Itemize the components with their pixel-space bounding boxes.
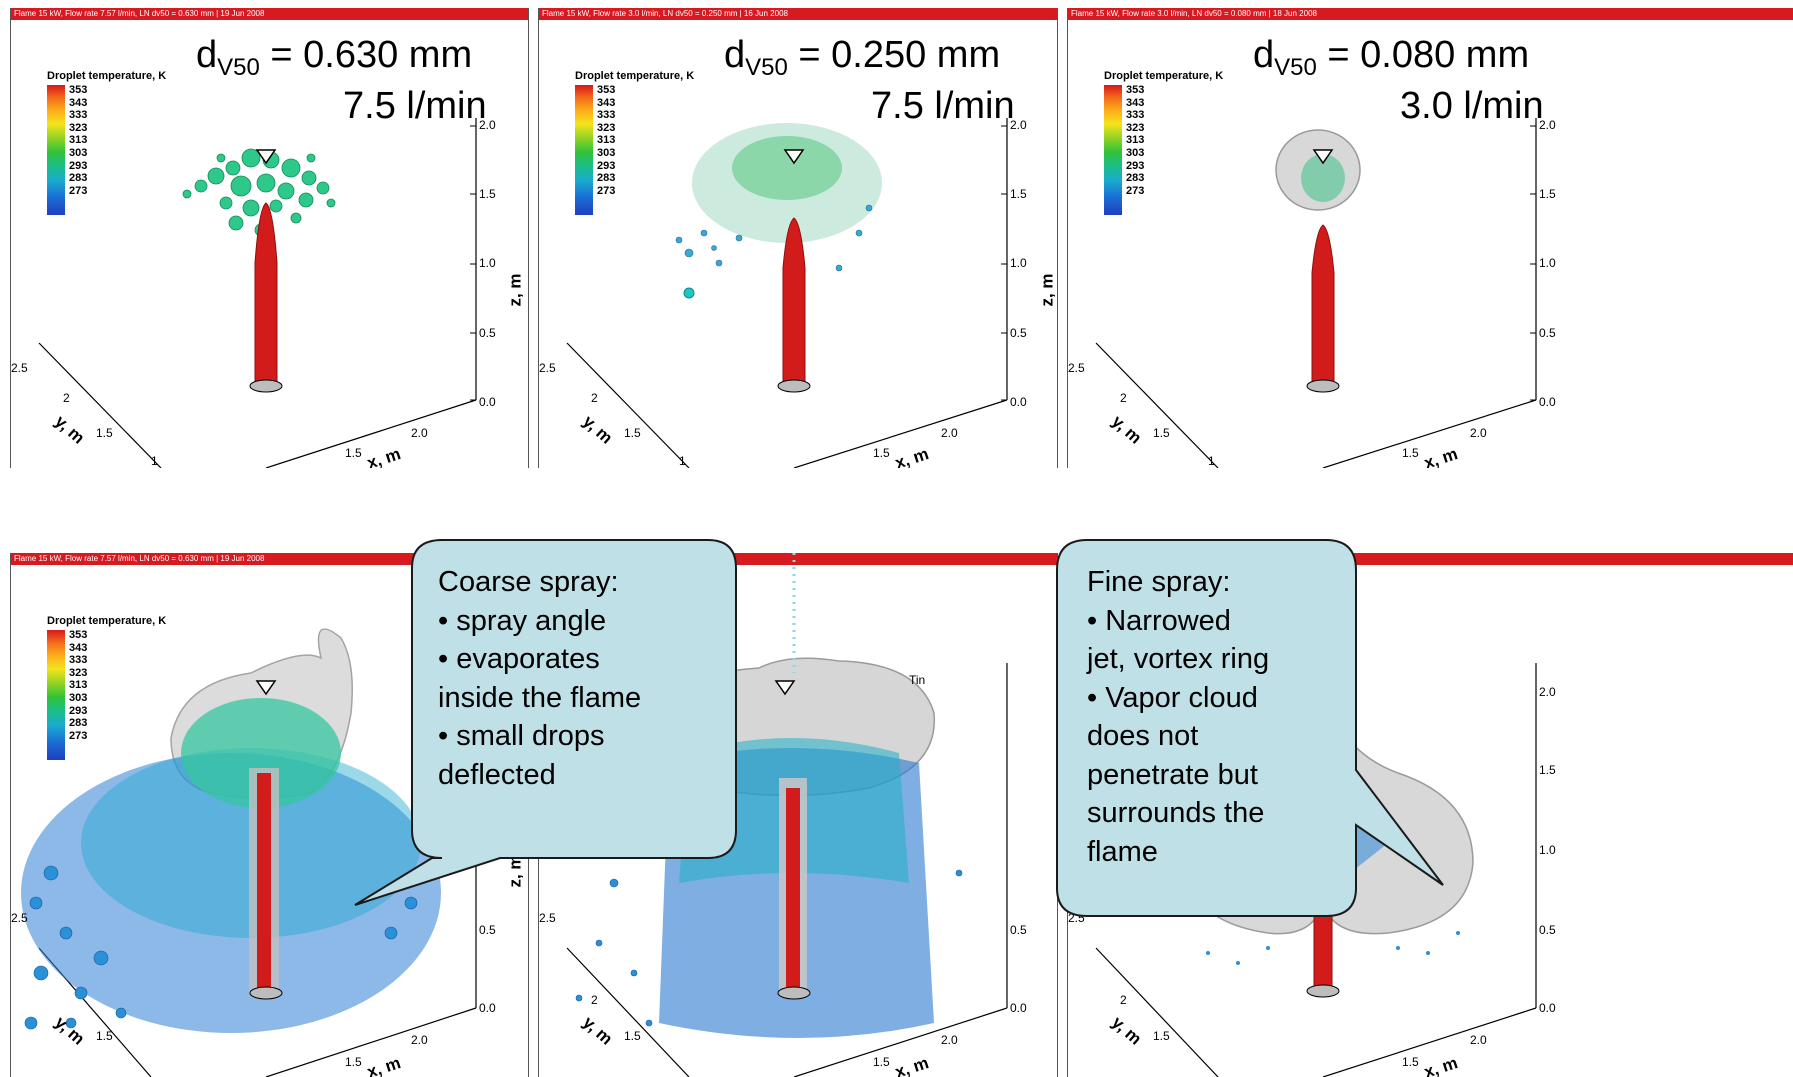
z-tick: 0.5 <box>1539 923 1556 937</box>
droplet-size-label: dV50 = 0.250 mm <box>724 34 1001 81</box>
z-tick: 2.0 <box>1539 118 1556 132</box>
scene-bottom-1 <box>21 628 477 1077</box>
y-tick: 2 <box>63 391 70 405</box>
droplet-cloud <box>692 123 882 243</box>
flame-plume <box>1313 892 1333 989</box>
legend-labels: 353 343 333 323 313 303 293 283 273 <box>1126 84 1145 197</box>
z-tick: 1.5 <box>479 187 496 201</box>
z-axis-label: z, m <box>1037 273 1057 307</box>
scene-top-2 <box>566 118 1008 468</box>
flame-plume <box>254 202 278 384</box>
z-tick: 1.5 <box>1539 187 1556 201</box>
flow-rate-label: 3.0 l/min <box>1400 85 1544 127</box>
y-tick: 2.5 <box>11 911 28 925</box>
panel-header: Flame 15 kW, Flow rate 3.0 l/min, LN dv5… <box>1068 8 1793 20</box>
z-tick: 1.0 <box>1010 256 1027 270</box>
x-tick: 1.5 <box>873 1055 890 1069</box>
flow-rate-label: 7.5 l/min <box>343 85 487 127</box>
y-tick: 1.5 <box>624 426 641 440</box>
z-tick: 1.5 <box>1010 187 1027 201</box>
z-tick: 0.0 <box>1010 1001 1027 1015</box>
flow-rate-label: 7.5 l/min <box>871 85 1015 127</box>
y-tick: 2.5 <box>1068 361 1085 375</box>
legend-colorbar <box>47 630 65 760</box>
panel-bottom-1: Flame 15 kW, Flow rate 7.57 l/min, LN dv… <box>10 553 529 1077</box>
panel-header: Flame 15 kW, Flow rate 7.57 l/min, LN dv… <box>11 8 528 20</box>
z-tick: 1.0 <box>1539 843 1556 857</box>
legend-title: Droplet temperature, K <box>1104 70 1224 82</box>
y-tick: 2 <box>591 391 598 405</box>
scene-top-3 <box>1095 118 1537 468</box>
x-tick: 2.0 <box>1470 1033 1487 1047</box>
z-tick: 0.5 <box>1010 923 1027 937</box>
y-tick: 2.5 <box>1068 911 1085 925</box>
y-tick: 1.5 <box>1153 1029 1170 1043</box>
z-tick: 0.0 <box>1010 395 1027 409</box>
legend-title: Droplet temperature, K <box>47 70 167 82</box>
z-tick: 1.0 <box>479 256 496 270</box>
panel-header: Flame 15 kW, Flow rate 3.0 l/min, LN dv5… <box>539 8 1057 20</box>
y-tick: 2.5 <box>539 361 556 375</box>
x-tick: 2.0 <box>941 426 958 440</box>
droplet-cloud <box>21 753 441 1033</box>
legend-labels: 353 343 333 323 313 303 293 283 273 <box>69 629 88 742</box>
flame-plume <box>782 217 806 384</box>
panel-top-1: Flame 15 kW, Flow rate 7.57 l/min, LN dv… <box>10 8 529 468</box>
legend-colorbar <box>47 85 65 215</box>
y-tick: 2.5 <box>539 911 556 925</box>
panel-top-2: Flame 15 kW, Flow rate 3.0 l/min, LN dv5… <box>538 8 1058 468</box>
y-tick: 2 <box>1120 391 1127 405</box>
z-tick: 0.0 <box>479 1001 496 1015</box>
time-label-partial: Tin <box>909 673 926 687</box>
z-axis-label: z, m <box>505 854 525 888</box>
z-tick: 0.0 <box>1539 395 1556 409</box>
z-tick: 2.0 <box>1010 118 1027 132</box>
callout-fine-spray-text: Fine spray: • Narrowed jet, vortex ring … <box>1087 566 1270 868</box>
x-tick: 2.0 <box>1470 426 1487 440</box>
y-tick: 2.5 <box>11 361 28 375</box>
legend-labels: 353 343 333 323 313 303 293 283 273 <box>69 84 88 197</box>
x-tick: 2.0 <box>941 1033 958 1047</box>
flame-plume <box>1311 224 1335 384</box>
z-tick: 1.0 <box>1539 256 1556 270</box>
z-tick: 0.5 <box>479 326 496 340</box>
droplet-size-label: dV50 = 0.630 mm <box>196 34 473 81</box>
legend-labels: 353 343 333 323 313 303 293 283 273 <box>597 84 616 197</box>
x-tick: 2.0 <box>411 426 428 440</box>
legend-colorbar <box>575 85 593 215</box>
y-tick: 1 <box>679 454 686 468</box>
y-tick: 1.5 <box>96 1029 113 1043</box>
z-axis-label: z, m <box>505 273 525 307</box>
y-tick: 2 <box>591 993 598 1007</box>
x-tick: 1.5 <box>873 446 890 460</box>
callout-coarse-spray-text: Coarse spray: • spray angle • evaporates… <box>438 566 642 791</box>
z-tick: 2.0 <box>1539 685 1556 699</box>
y-tick: 1 <box>1208 454 1215 468</box>
x-tick: 1.5 <box>1402 1055 1419 1069</box>
droplet-cloud <box>182 148 336 237</box>
panel-top-3: Flame 15 kW, Flow rate 3.0 l/min, LN dv5… <box>1067 8 1793 468</box>
x-tick: 1.5 <box>1402 446 1419 460</box>
z-tick: 0.5 <box>1010 326 1027 340</box>
x-tick: 2.0 <box>411 1033 428 1047</box>
z-tick: 0.0 <box>1539 1001 1556 1015</box>
y-tick: 1.5 <box>96 426 113 440</box>
z-tick: 0.5 <box>1539 326 1556 340</box>
x-tick: 1.5 <box>345 446 362 460</box>
y-tick: 1 <box>151 454 158 468</box>
legend-colorbar <box>1104 85 1122 215</box>
y-tick: 1.5 <box>624 1029 641 1043</box>
legend-title: Droplet temperature, K <box>47 615 167 627</box>
y-tick: 2 <box>1120 993 1127 1007</box>
legend-title-partial: erature, K <box>639 615 691 627</box>
droplet-size-label: dV50 = 0.080 mm <box>1253 34 1530 81</box>
z-tick: 0.5 <box>479 923 496 937</box>
z-tick: 2.0 <box>479 118 496 132</box>
scene-top-1 <box>38 118 477 468</box>
z-tick: 0.0 <box>479 395 496 409</box>
y-tick: 1.5 <box>1153 426 1170 440</box>
x-tick: 1.5 <box>345 1055 362 1069</box>
legend-title: Droplet temperature, K <box>575 70 695 82</box>
z-tick: 1.5 <box>1539 763 1556 777</box>
